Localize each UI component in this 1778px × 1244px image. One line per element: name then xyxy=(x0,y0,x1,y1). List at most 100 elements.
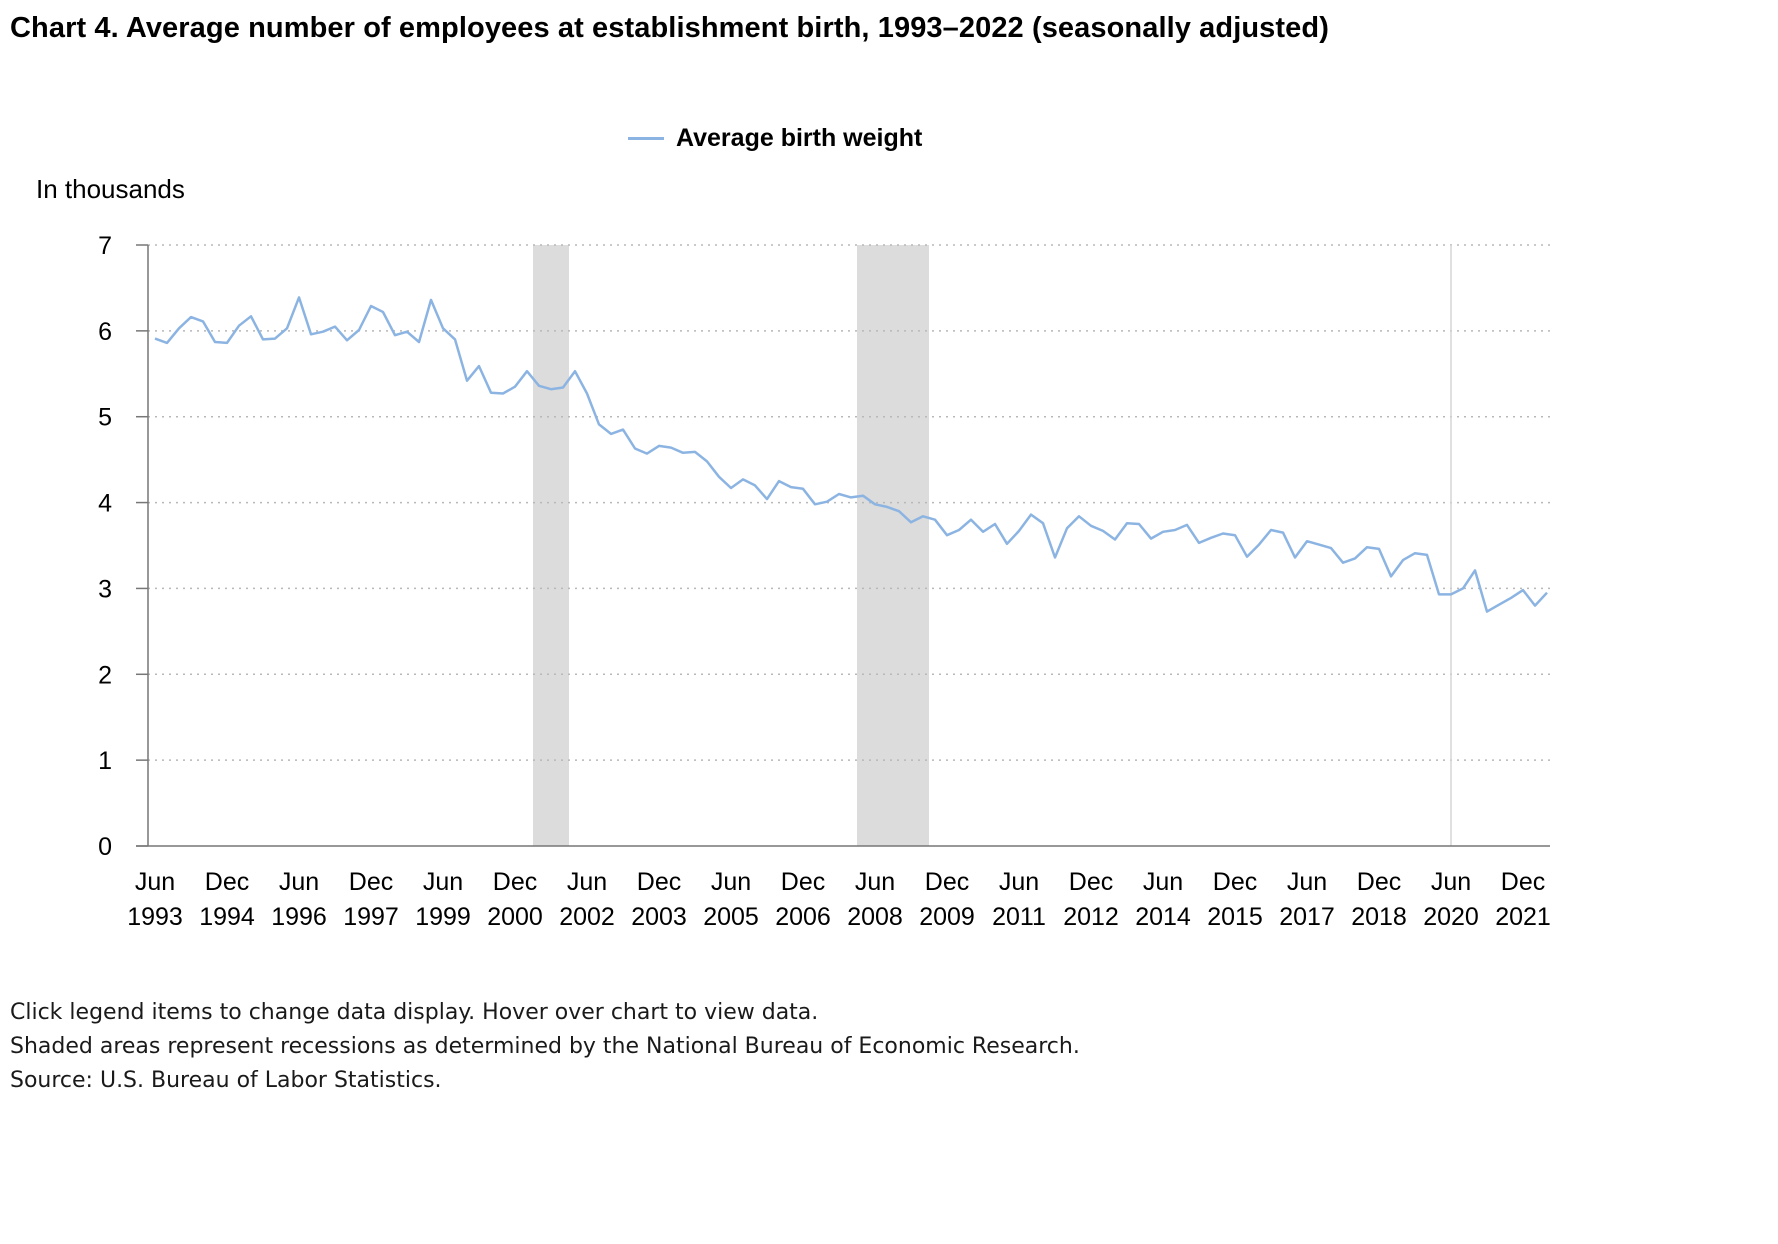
data-point[interactable] xyxy=(1124,520,1130,526)
data-point[interactable] xyxy=(296,294,302,300)
data-point[interactable] xyxy=(392,332,398,338)
data-point[interactable] xyxy=(752,482,758,488)
data-point[interactable] xyxy=(1256,542,1262,548)
data-point[interactable] xyxy=(248,313,254,319)
data-point[interactable] xyxy=(1220,531,1226,537)
data-point[interactable] xyxy=(1016,528,1022,534)
data-point[interactable] xyxy=(1388,573,1394,579)
data-point[interactable] xyxy=(992,521,998,527)
data-point[interactable] xyxy=(200,318,206,324)
data-point[interactable] xyxy=(680,450,686,456)
data-point[interactable] xyxy=(1292,555,1298,561)
data-point[interactable] xyxy=(896,508,902,514)
data-point[interactable] xyxy=(1076,513,1082,519)
data-point[interactable] xyxy=(236,323,242,329)
data-point[interactable] xyxy=(1280,530,1286,536)
data-point[interactable] xyxy=(164,340,170,346)
data-point[interactable] xyxy=(284,325,290,331)
data-point[interactable] xyxy=(692,449,698,455)
data-point[interactable] xyxy=(1532,603,1538,609)
legend-item-average-birth-weight[interactable]: Average birth weight xyxy=(628,124,922,153)
data-point[interactable] xyxy=(1244,554,1250,560)
data-point[interactable] xyxy=(380,309,386,315)
data-point[interactable] xyxy=(176,325,182,331)
data-point[interactable] xyxy=(464,378,470,384)
data-point[interactable] xyxy=(1472,567,1478,573)
data-point[interactable] xyxy=(596,421,602,427)
data-point[interactable] xyxy=(212,339,218,345)
data-point[interactable] xyxy=(1364,544,1370,550)
data-point[interactable] xyxy=(620,427,626,433)
data-point[interactable] xyxy=(452,336,458,342)
data-point[interactable] xyxy=(1436,591,1442,597)
data-point[interactable] xyxy=(1052,555,1058,561)
data-point[interactable] xyxy=(572,368,578,374)
data-point[interactable] xyxy=(824,499,830,505)
data-point[interactable] xyxy=(1064,525,1070,531)
data-point[interactable] xyxy=(560,385,566,391)
series-line-average-birth-weight[interactable] xyxy=(154,296,1548,613)
data-point[interactable] xyxy=(368,303,374,309)
data-point[interactable] xyxy=(1484,609,1490,615)
data-point[interactable] xyxy=(704,458,710,464)
data-point[interactable] xyxy=(908,519,914,525)
data-point[interactable] xyxy=(644,451,650,457)
data-point[interactable] xyxy=(428,297,434,303)
data-point[interactable] xyxy=(776,478,782,484)
data-point[interactable] xyxy=(812,501,818,507)
data-point[interactable] xyxy=(968,517,974,523)
data-point[interactable] xyxy=(956,527,962,533)
data-point[interactable] xyxy=(728,485,734,491)
data-point[interactable] xyxy=(788,484,794,490)
data-point[interactable] xyxy=(860,493,866,499)
data-point[interactable] xyxy=(980,529,986,535)
data-point[interactable] xyxy=(476,363,482,369)
data-point[interactable] xyxy=(440,325,446,331)
data-point[interactable] xyxy=(488,390,494,396)
data-point[interactable] xyxy=(332,324,338,330)
data-point[interactable] xyxy=(716,474,722,480)
data-point[interactable] xyxy=(548,386,554,392)
data-point[interactable] xyxy=(1460,585,1466,591)
data-point[interactable] xyxy=(1448,591,1454,597)
data-point[interactable] xyxy=(1172,527,1178,533)
data-point[interactable] xyxy=(1040,520,1046,526)
data-point[interactable] xyxy=(404,329,410,335)
data-point[interactable] xyxy=(500,391,506,397)
data-point[interactable] xyxy=(416,339,422,345)
data-point[interactable] xyxy=(1184,522,1190,528)
data-point[interactable] xyxy=(608,431,614,437)
data-point[interactable] xyxy=(764,496,770,502)
data-point[interactable] xyxy=(1496,602,1502,608)
data-point[interactable] xyxy=(260,336,266,342)
data-point[interactable] xyxy=(1304,538,1310,544)
data-point[interactable] xyxy=(836,491,842,497)
data-point[interactable] xyxy=(272,336,278,342)
data-point[interactable] xyxy=(1088,523,1094,529)
data-point[interactable] xyxy=(1196,540,1202,546)
data-point[interactable] xyxy=(1100,528,1106,534)
data-point[interactable] xyxy=(884,504,890,510)
data-point[interactable] xyxy=(1544,590,1550,596)
data-point[interactable] xyxy=(1148,536,1154,542)
data-point[interactable] xyxy=(1328,545,1334,551)
data-point[interactable] xyxy=(1508,595,1514,601)
data-point[interactable] xyxy=(872,501,878,507)
data-point[interactable] xyxy=(1400,557,1406,563)
data-point[interactable] xyxy=(524,368,530,374)
data-point[interactable] xyxy=(848,494,854,500)
data-point[interactable] xyxy=(800,486,806,492)
data-point[interactable] xyxy=(1412,550,1418,556)
data-point[interactable] xyxy=(1520,587,1526,593)
line-chart[interactable]: 0 1 2 3 4 5 6 7 Jun 1993 Dec 1994 Jun 1996 Dec 1997 Jun 1… xyxy=(0,0,1568,960)
data-point[interactable] xyxy=(1028,512,1034,518)
data-point[interactable] xyxy=(1160,529,1166,535)
data-point[interactable] xyxy=(1268,527,1274,533)
data-point[interactable] xyxy=(1208,535,1214,541)
data-point[interactable] xyxy=(512,384,518,390)
data-point[interactable] xyxy=(152,336,158,342)
data-point[interactable] xyxy=(1352,555,1358,561)
data-point[interactable] xyxy=(320,329,326,335)
data-point[interactable] xyxy=(1004,541,1010,547)
data-point[interactable] xyxy=(536,383,542,389)
